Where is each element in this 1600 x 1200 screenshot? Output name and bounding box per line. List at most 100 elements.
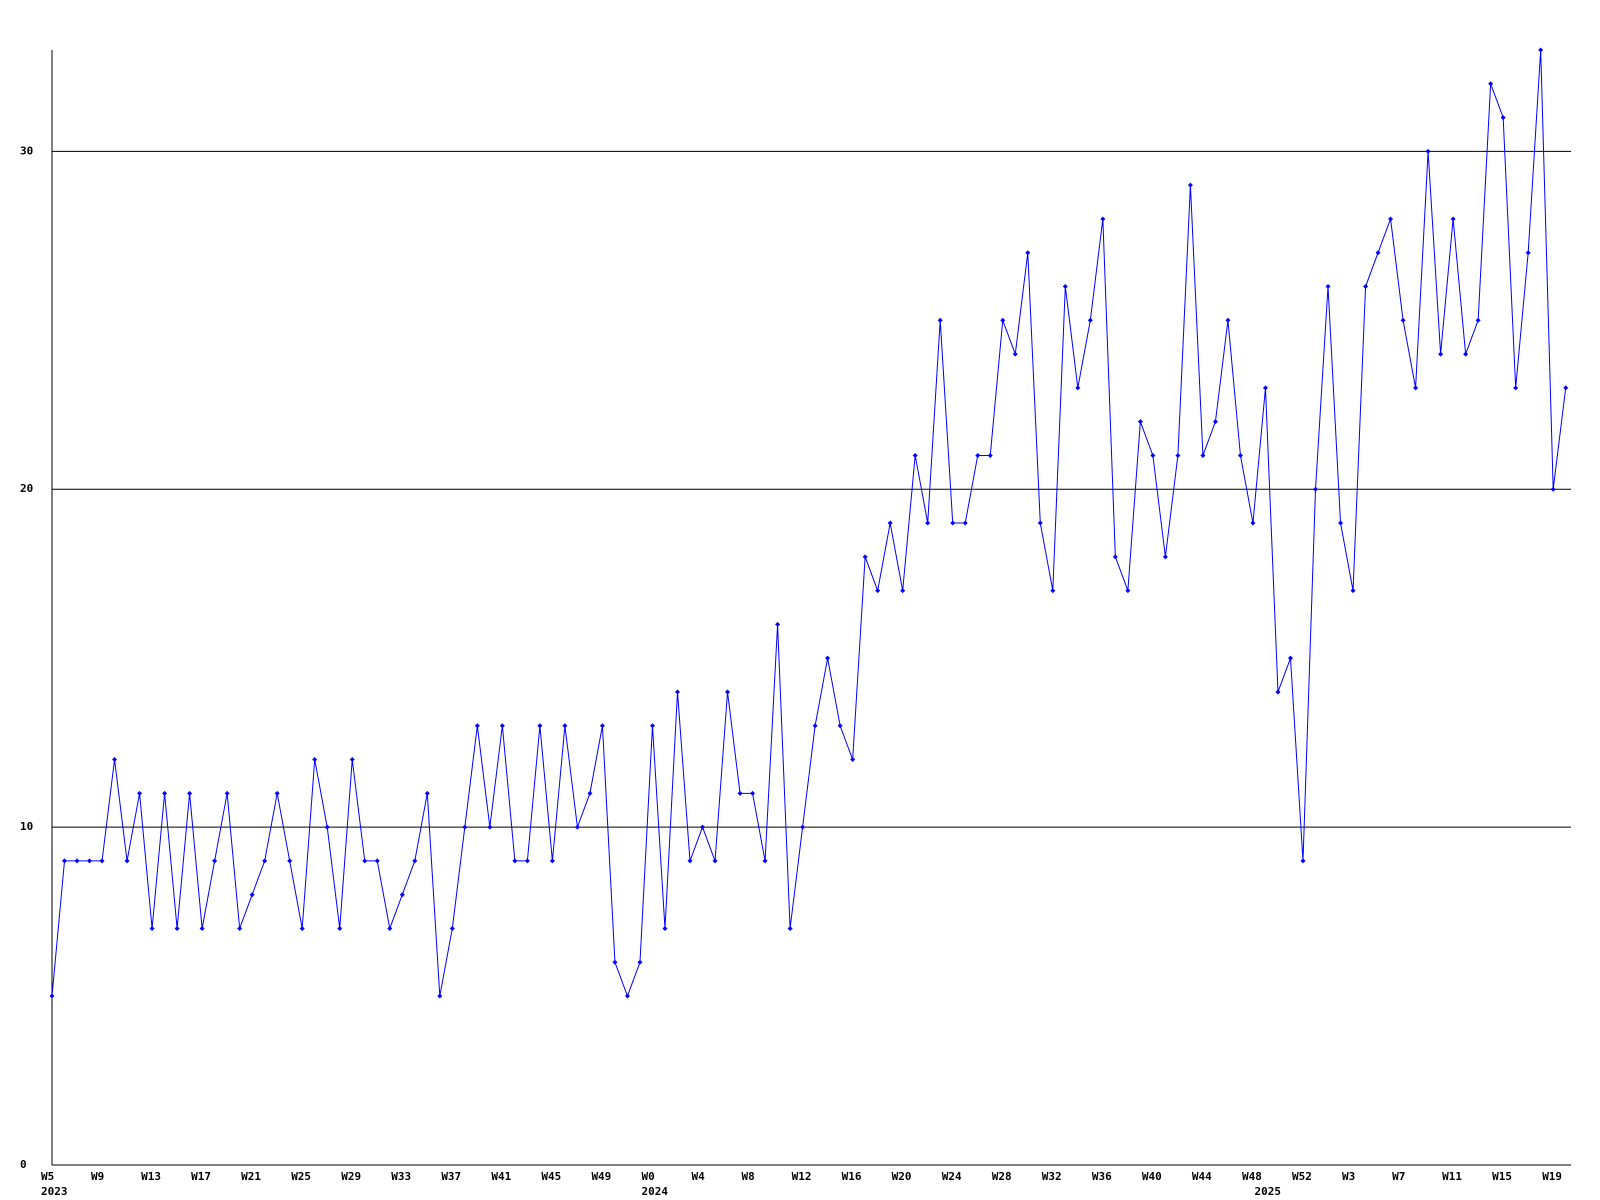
data-point <box>1112 554 1118 560</box>
data-point <box>1200 452 1206 458</box>
data-point <box>299 925 305 931</box>
data-point <box>312 757 318 763</box>
data-point <box>1212 419 1218 425</box>
data-point <box>1563 385 1569 391</box>
data-point <box>124 858 130 864</box>
data-point <box>199 925 205 931</box>
data-point <box>324 824 330 830</box>
x-tick-label: W17 <box>191 1170 211 1183</box>
x-tick-label: W4 <box>692 1170 706 1183</box>
x-tick-label: W40 <box>1142 1170 1162 1183</box>
data-point <box>862 554 868 560</box>
data-point <box>137 790 143 796</box>
data-point <box>787 925 793 931</box>
data-point <box>462 824 468 830</box>
data-point <box>524 858 530 864</box>
data-point <box>174 925 180 931</box>
x-tick-label: W20 <box>892 1170 912 1183</box>
year-label: 2023 <box>41 1185 68 1198</box>
data-point <box>1488 81 1494 87</box>
data-point <box>499 723 505 729</box>
data-point <box>700 824 706 830</box>
data-point <box>675 689 680 695</box>
data-point <box>1413 385 1419 391</box>
data-point <box>262 858 268 864</box>
data-point <box>750 790 756 796</box>
data-point <box>987 452 993 458</box>
data-point <box>287 858 293 864</box>
data-point <box>187 790 193 796</box>
data-line <box>51 49 1567 998</box>
data-point <box>1125 588 1131 594</box>
data-point <box>850 757 856 763</box>
x-tick-label: W44 <box>1192 1170 1212 1183</box>
data-point <box>162 790 168 796</box>
data-point <box>912 452 918 458</box>
data-point <box>337 925 343 931</box>
x-tick-label: W45 <box>541 1170 561 1183</box>
data-point <box>900 588 906 594</box>
x-tick-label: W48 <box>1242 1170 1262 1183</box>
data-point <box>762 858 768 864</box>
data-point <box>249 892 255 898</box>
data-point <box>837 723 843 729</box>
data-point <box>112 757 118 763</box>
x-tick-label: W16 <box>842 1170 862 1183</box>
year-label: 2024 <box>641 1185 668 1198</box>
data-point <box>224 790 230 796</box>
data-point <box>812 723 818 729</box>
x-tick-label: W8 <box>742 1170 755 1183</box>
data-point <box>1438 351 1444 357</box>
x-tick-label: W7 <box>1392 1170 1405 1183</box>
data-point <box>474 723 480 729</box>
data-point <box>775 621 781 627</box>
data-point <box>1388 216 1394 222</box>
data-point <box>1538 47 1544 53</box>
data-point <box>274 790 280 796</box>
data-point <box>1037 520 1043 526</box>
data-point <box>937 317 943 323</box>
x-tick-label: W21 <box>241 1170 261 1183</box>
data-point <box>49 993 55 999</box>
x-tick-label: W37 <box>441 1170 461 1183</box>
x-tick-label: W41 <box>491 1170 511 1183</box>
data-point <box>562 723 568 729</box>
data-point <box>362 858 368 864</box>
data-point <box>1175 452 1181 458</box>
data-point <box>487 824 493 830</box>
data-point <box>1300 858 1306 864</box>
data-point <box>62 858 68 864</box>
data-point <box>587 790 593 796</box>
data-point <box>925 520 931 526</box>
data-point <box>1550 486 1556 492</box>
data-point <box>1050 588 1056 594</box>
data-point <box>1400 317 1406 323</box>
data-point <box>1325 284 1331 290</box>
y-tick-label: 30 <box>20 144 33 157</box>
x-tick-label: W13 <box>141 1170 161 1183</box>
data-point <box>962 520 968 526</box>
data-point <box>649 723 655 729</box>
data-point <box>424 790 430 796</box>
y-tick-label: 0 <box>20 1158 27 1171</box>
data-point <box>1425 148 1431 154</box>
data-point <box>212 858 218 864</box>
data-point <box>1350 588 1356 594</box>
y-tick-label: 10 <box>20 820 33 833</box>
data-point <box>1313 486 1319 492</box>
data-point <box>387 925 393 931</box>
x-tick-label: W24 <box>942 1170 962 1183</box>
data-point <box>737 790 743 796</box>
data-point <box>800 824 806 830</box>
data-point <box>1025 250 1031 256</box>
data-point <box>1500 115 1506 121</box>
data-point <box>1525 250 1531 256</box>
x-tick-label: W25 <box>291 1170 311 1183</box>
data-point <box>875 588 881 594</box>
data-point <box>1363 284 1369 290</box>
data-point <box>412 858 418 864</box>
data-point <box>537 723 543 729</box>
x-tick-label: W28 <box>992 1170 1012 1183</box>
data-point <box>549 858 555 864</box>
